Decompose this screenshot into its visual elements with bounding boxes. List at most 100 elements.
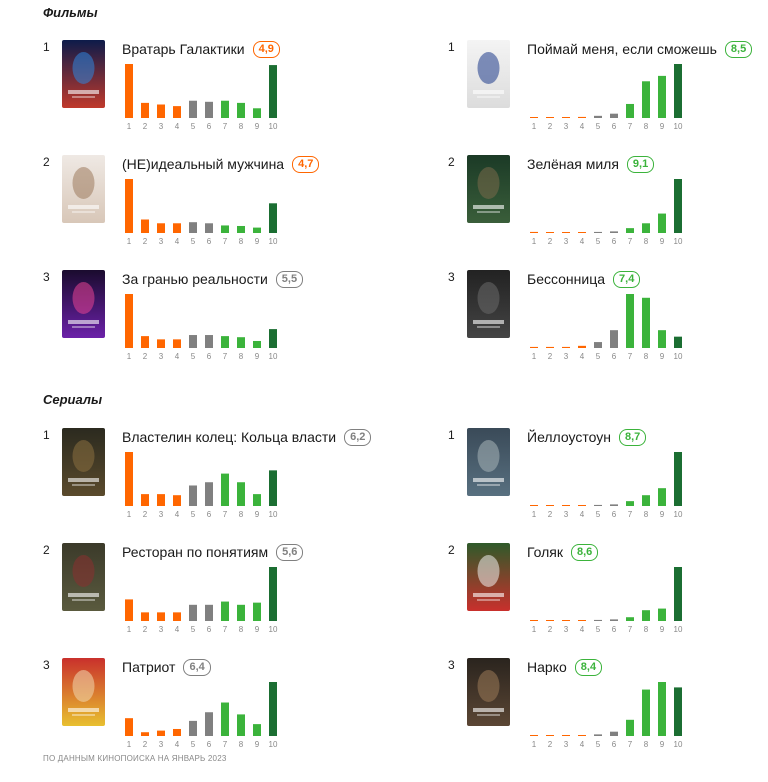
tick-label: 10 [674,122,683,131]
bar-score-2 [546,346,554,348]
bar-score-5 [189,720,197,736]
tick-label: 5 [596,740,601,749]
bar-score-3 [157,730,165,736]
poster-image[interactable] [62,270,105,338]
title-row: Йеллоустоун 8,7 [527,428,647,446]
item-title[interactable]: (НЕ)идеальный мужчина [122,156,285,172]
poster-image[interactable] [62,658,105,726]
bar-score-2 [141,219,149,233]
bar-score-6 [205,604,213,621]
tick-label: 5 [191,740,196,749]
tick-label: 6 [612,237,617,246]
tick-label: 9 [660,352,665,361]
poster-image[interactable] [467,543,510,611]
tick-label: 7 [223,122,228,131]
tick-label: 8 [239,122,244,131]
tick-label: 6 [207,510,212,519]
tick-label: 9 [660,510,665,519]
bar-score-9 [253,494,261,506]
bar-score-3 [562,505,570,506]
rating-distribution-chart: 1 2 3 4 5 6 7 8 9 10 [530,64,683,131]
tick-label: 5 [596,510,601,519]
bar-score-9 [253,108,261,118]
tick-label: 6 [612,352,617,361]
bar-score-6 [610,731,618,736]
poster-image[interactable] [62,155,105,223]
bar-score-9 [253,227,261,233]
title-row: Властелин колец: Кольца власти 6,2 [122,428,372,446]
tick-label: 4 [580,237,585,246]
tick-label: 4 [175,740,180,749]
bar-score-5 [594,734,602,736]
rating-item: 1 Йеллоустоун 8,7 1 2 3 4 5 6 7 8 9 10 [448,428,768,528]
tick-label: 5 [191,352,196,361]
bar-score-5 [594,231,602,233]
item-title[interactable]: За гранью реальности [122,271,268,287]
tick-label: 8 [239,352,244,361]
bar-score-8 [237,225,245,233]
bar-score-10 [674,452,682,506]
item-title[interactable]: Йеллоустоун [527,429,611,445]
tick-label: 6 [612,740,617,749]
tick-label: 2 [143,237,148,246]
bar-score-1 [125,599,133,621]
title-row: Нарко 8,4 [527,658,603,676]
tick-label: 2 [548,237,553,246]
rank-number: 1 [43,428,50,442]
poster-image[interactable] [62,40,105,108]
item-title[interactable]: Голяк [527,544,563,560]
tick-label: 5 [596,237,601,246]
source-footnote: ПО ДАННЫМ КИНОПОИСКА НА ЯНВАРЬ 2023 [43,754,227,763]
poster-image[interactable] [62,543,105,611]
tick-label: 2 [548,122,553,131]
tick-label: 7 [223,237,228,246]
tick-label: 10 [674,625,683,634]
tick-label: 6 [612,510,617,519]
bar-score-7 [221,473,229,506]
tick-label: 9 [255,352,260,361]
item-title[interactable]: Поймай меня, если сможешь [527,41,717,57]
bar-score-9 [658,682,666,736]
tick-label: 7 [223,510,228,519]
rating-badge: 5,5 [275,270,304,288]
item-title[interactable]: Властелин колец: Кольца власти [122,429,337,445]
tick-label: 4 [175,237,180,246]
poster-image[interactable] [467,155,510,223]
tick-label: 5 [191,237,196,246]
tick-label: 5 [596,625,601,634]
item-title[interactable]: Патриот [122,659,176,675]
bar-score-1 [530,346,538,348]
bar-score-4 [173,223,181,233]
tick-label: 10 [269,352,278,361]
tick-label: 6 [207,237,212,246]
rating-distribution-chart: 1 2 3 4 5 6 7 8 9 10 [530,567,683,634]
bar-score-1 [530,231,538,233]
bar-score-1 [125,718,133,736]
rating-distribution-chart: 1 2 3 4 5 6 7 8 9 10 [530,179,683,246]
tick-label: 3 [159,740,164,749]
bar-score-7 [626,719,634,736]
poster-image[interactable] [467,270,510,338]
tick-label: 2 [143,122,148,131]
item-title[interactable]: Зелёная миля [527,156,619,172]
item-title[interactable]: Вратарь Галактики [122,41,245,57]
tick-label: 9 [255,625,260,634]
bar-score-3 [157,494,165,506]
poster-image[interactable] [467,428,510,496]
bar-score-2 [141,102,149,118]
rating-badge: 8,6 [571,543,599,561]
rank-number: 2 [43,155,50,169]
bar-score-7 [626,294,634,348]
item-title[interactable]: Бессонница [527,271,606,287]
poster-image[interactable] [62,428,105,496]
bar-score-10 [269,682,277,736]
bar-score-5 [189,335,197,348]
tick-label: 2 [143,625,148,634]
item-title[interactable]: Нарко [527,659,567,675]
item-title[interactable]: Ресторан по понятиям [122,544,269,560]
bar-score-7 [221,100,229,118]
rating-item: 3 Патриот 6,4 1 2 3 4 5 6 7 8 9 10 [43,658,363,758]
poster-image[interactable] [467,40,510,108]
bar-score-1 [125,64,133,118]
poster-image[interactable] [467,658,510,726]
